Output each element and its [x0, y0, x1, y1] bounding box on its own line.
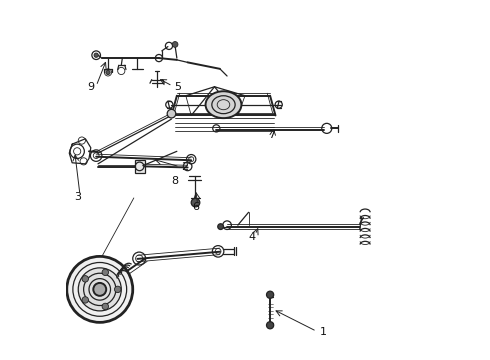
- Text: 2: 2: [181, 162, 188, 172]
- Polygon shape: [78, 270, 95, 282]
- Text: 7: 7: [269, 130, 275, 140]
- Text: 9: 9: [87, 82, 95, 92]
- Text: 8: 8: [172, 176, 179, 186]
- Text: 4: 4: [248, 232, 256, 242]
- Circle shape: [267, 291, 274, 298]
- Circle shape: [93, 283, 106, 296]
- Circle shape: [82, 297, 89, 303]
- Text: 5: 5: [174, 82, 181, 92]
- Circle shape: [106, 70, 110, 75]
- Polygon shape: [135, 160, 145, 173]
- Circle shape: [94, 53, 98, 57]
- Circle shape: [172, 41, 178, 47]
- Circle shape: [167, 109, 176, 118]
- Circle shape: [78, 268, 122, 311]
- Text: 6: 6: [192, 202, 199, 212]
- Circle shape: [102, 269, 108, 275]
- Ellipse shape: [205, 91, 242, 118]
- Text: 3: 3: [74, 192, 82, 202]
- Circle shape: [191, 198, 200, 207]
- Circle shape: [115, 286, 121, 293]
- Text: 1: 1: [320, 327, 327, 337]
- Circle shape: [82, 276, 89, 282]
- Circle shape: [218, 224, 223, 229]
- Circle shape: [267, 321, 274, 329]
- Circle shape: [67, 256, 133, 322]
- Circle shape: [102, 303, 108, 310]
